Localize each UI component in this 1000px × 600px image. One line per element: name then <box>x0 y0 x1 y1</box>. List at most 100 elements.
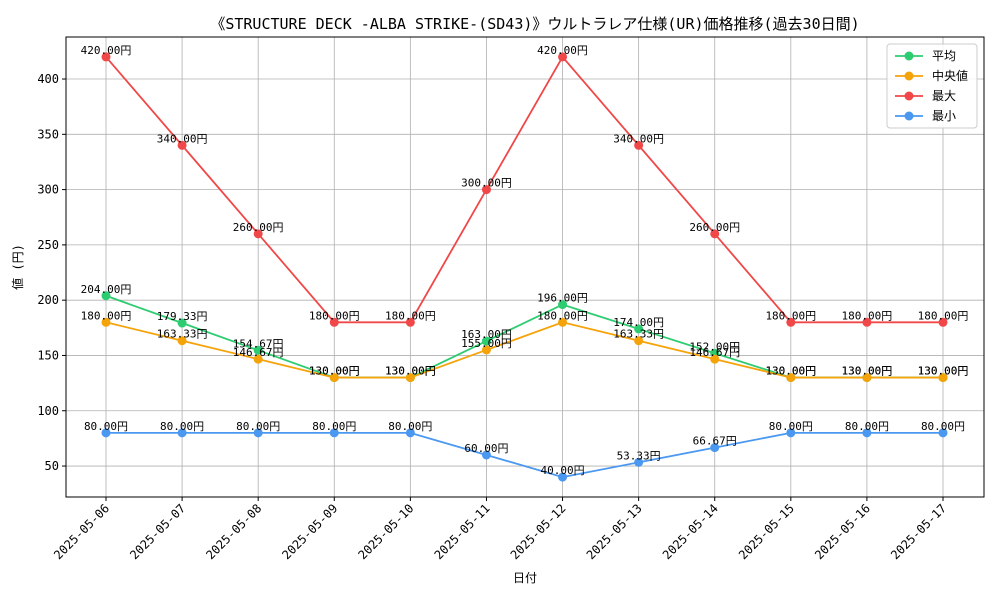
legend-item-1: 中央値 <box>895 68 968 83</box>
data-label: 260.00円 <box>233 221 284 234</box>
legend-marker <box>904 71 914 81</box>
legend-item-2: 最大 <box>895 89 956 103</box>
legend-item-3: 最小 <box>895 109 956 123</box>
data-label: 130.00円 <box>385 365 436 378</box>
data-point <box>558 300 568 310</box>
x-tick-label: 2025-05-07 <box>127 501 188 562</box>
x-tick-label: 2025-05-13 <box>584 501 645 562</box>
data-label: 146.67円 <box>689 346 740 359</box>
x-tick-label: 2025-05-12 <box>508 501 569 562</box>
data-point <box>253 428 263 438</box>
data-label: 163.33円 <box>613 328 664 341</box>
data-label: 180.00円 <box>537 309 588 322</box>
data-label: 80.00円 <box>84 420 128 433</box>
legend-marker <box>904 111 914 121</box>
data-label: 179.33円 <box>157 310 208 323</box>
data-label: 80.00円 <box>769 420 813 433</box>
legend-label: 平均 <box>932 49 956 63</box>
data-point <box>101 428 111 438</box>
data-point <box>405 373 415 383</box>
data-point <box>938 428 948 438</box>
data-label: 130.00円 <box>918 365 969 378</box>
data-point <box>938 317 948 327</box>
data-label: 180.00円 <box>765 309 816 322</box>
data-label: 420.00円 <box>537 44 588 57</box>
legend-box <box>886 43 978 129</box>
data-point <box>786 428 796 438</box>
data-point <box>862 428 872 438</box>
data-point <box>177 336 187 346</box>
data-point <box>634 457 644 467</box>
data-label: 130.00円 <box>309 365 360 378</box>
legend-label: 最小 <box>932 109 956 123</box>
data-point <box>253 345 263 355</box>
data-point <box>558 472 568 482</box>
data-label: 130.00円 <box>842 365 893 378</box>
data-point <box>862 373 872 383</box>
y-tick-label: 100 <box>37 404 59 418</box>
series-line <box>105 321 943 379</box>
data-label: 80.00円 <box>845 420 889 433</box>
data-label: 163.00円 <box>461 328 512 341</box>
series-line <box>105 55 943 324</box>
legend-marker <box>904 51 914 61</box>
data-point <box>329 317 339 327</box>
x-tick-label: 2025-05-14 <box>660 501 721 562</box>
x-tick-label: 2025-05-11 <box>432 501 493 562</box>
y-tick-label: 300 <box>37 183 59 197</box>
data-point <box>329 373 339 383</box>
data-label: 300.00円 <box>461 177 512 190</box>
data-label: 130.00円 <box>385 365 436 378</box>
x-tick-label: 2025-05-15 <box>736 501 797 562</box>
data-label: 80.00円 <box>236 420 280 433</box>
data-label: 154.67円 <box>233 337 284 350</box>
series-0: 204.00円 179.33円 154.67円 130.00円 130.00円 163.0… <box>81 283 968 383</box>
data-label: 204.00円 <box>81 283 132 296</box>
data-point <box>938 373 948 383</box>
data-point <box>786 373 796 383</box>
legend-item-0: 平均 <box>895 49 956 63</box>
data-point <box>481 450 491 460</box>
data-point <box>558 317 568 327</box>
y-axis-ticks: 50 100 150 200 250 300 350 400 <box>37 72 66 473</box>
data-label: 260.00円 <box>689 221 740 234</box>
data-label: 40.00円 <box>540 464 584 477</box>
x-tick-label: 2025-05-08 <box>203 501 264 562</box>
data-label: 80.00円 <box>160 420 204 433</box>
data-point <box>405 428 415 438</box>
data-label: 163.33円 <box>157 328 208 341</box>
series-3: 80.00円 80.00円 80.00円 80.00円 80.00円 60.00円 40.0… <box>84 420 965 482</box>
data-point <box>786 317 796 327</box>
y-tick-label: 250 <box>37 238 59 252</box>
y-tick-label: 200 <box>37 293 59 307</box>
series-2: 420.00円 340.00円 260.00円 180.00円 180.00円 300.0… <box>81 44 969 327</box>
y-tick-label: 50 <box>45 459 59 473</box>
legend-marker <box>904 91 914 101</box>
data-label: 180.00円 <box>309 309 360 322</box>
data-point <box>177 140 187 150</box>
data-point <box>177 318 187 328</box>
data-point <box>253 229 263 239</box>
data-point <box>177 428 187 438</box>
data-label: 180.00円 <box>385 309 436 322</box>
legend-label: 最大 <box>932 89 956 103</box>
x-tick-label: 2025-05-17 <box>888 501 949 562</box>
x-tick-label: 2025-05-16 <box>812 501 873 562</box>
x-axis-ticks: 2025-05-06 2025-05-07 2025-05-08 2025-05-09… <box>51 497 949 562</box>
data-label: 152.00円 <box>689 340 740 353</box>
data-point <box>710 354 720 364</box>
data-point <box>101 291 111 301</box>
data-label: 180.00円 <box>918 309 969 322</box>
data-point <box>634 140 644 150</box>
x-tick-label: 2025-05-06 <box>51 501 112 562</box>
data-point <box>634 336 644 346</box>
series-group: 204.00円 179.33円 154.67円 130.00円 130.00円 163.0… <box>81 44 969 482</box>
data-label: 53.33円 <box>617 449 661 462</box>
data-label: 130.00円 <box>842 365 893 378</box>
y-axis-label: 値 (円) <box>10 244 25 290</box>
legend-label: 中央値 <box>932 68 968 83</box>
data-label: 146.67円 <box>233 346 284 359</box>
data-point <box>710 443 720 453</box>
